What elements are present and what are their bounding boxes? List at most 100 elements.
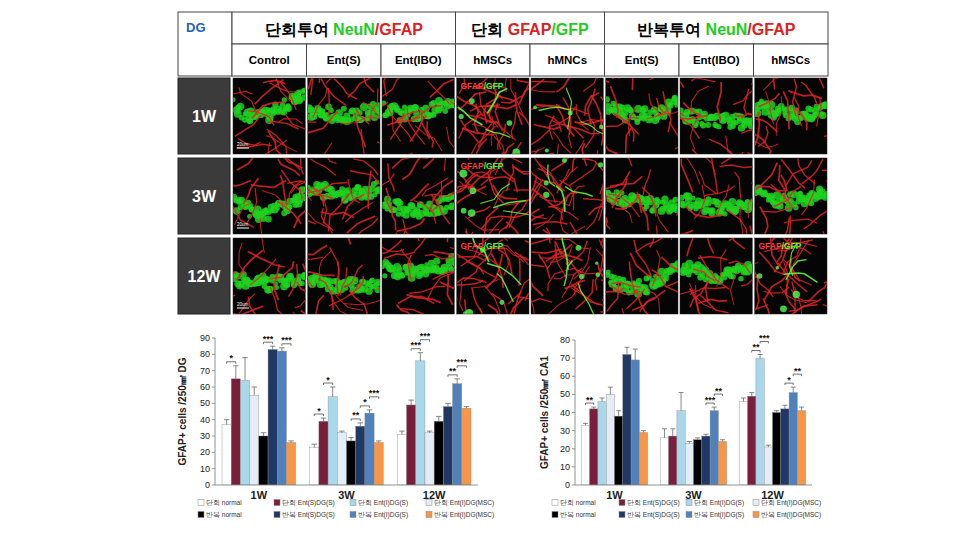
neun-cell: [382, 273, 387, 278]
fiber: [411, 184, 429, 202]
panel-label-part: GFAP: [461, 81, 484, 91]
y-tick-label: 40: [200, 415, 210, 425]
micrograph: [531, 158, 604, 234]
fiber: [472, 287, 482, 312]
error-bar: [749, 393, 754, 397]
error-bar: [270, 346, 276, 349]
fiber: [629, 262, 635, 293]
scale-bar: [237, 228, 249, 229]
group-header: 단회투여 NeuN/GFAP: [265, 21, 424, 38]
error-bar: [774, 411, 779, 413]
fiber: [506, 202, 519, 228]
panel-label-part: /GFP: [782, 241, 802, 251]
fiber: [496, 142, 522, 154]
fiber: [382, 240, 402, 254]
fiber: [513, 167, 529, 177]
fiber: [330, 247, 340, 280]
legend-swatch: [350, 500, 356, 506]
y-tick-label: 20: [560, 444, 570, 454]
bar: [374, 443, 383, 485]
bar: [598, 402, 606, 485]
error-bar: [758, 355, 763, 359]
legend-label: 단회 Ent(S)DG(S): [627, 499, 680, 507]
fiber: [447, 127, 455, 154]
fiber: [583, 78, 601, 91]
panel-frame: [606, 238, 679, 314]
bar: [590, 409, 598, 485]
fiber: [368, 170, 371, 208]
fiber: [606, 171, 630, 188]
column-header: hMSCs: [473, 54, 512, 66]
neun-cell: [285, 105, 292, 112]
group-header: 반복투여 NeuN/GFAP: [637, 21, 796, 38]
neun-cell: [674, 260, 678, 268]
fiber: [551, 158, 572, 171]
header-part: GFAP: [508, 21, 552, 38]
fiber: [237, 158, 261, 170]
row-label-cell: [178, 78, 230, 154]
fiber: [780, 286, 807, 302]
legend-swatch: [426, 500, 432, 506]
fiber: [629, 108, 637, 136]
fiber: [283, 158, 302, 168]
fiber: [387, 117, 420, 125]
bar: [639, 432, 647, 485]
fiber: [539, 196, 570, 206]
micrograph: [308, 238, 381, 314]
fiber: [582, 143, 591, 154]
fiber: [557, 144, 560, 154]
gfp-cell: [544, 181, 549, 186]
error-bar: [376, 441, 382, 443]
fiber: [602, 135, 604, 154]
y-tick: [212, 403, 215, 404]
error-bar: [312, 444, 318, 447]
legend-swatch: [198, 500, 204, 506]
micrograph: [606, 78, 679, 154]
fiber: [632, 297, 654, 310]
error-bar: [662, 429, 667, 438]
fiber: [531, 239, 549, 248]
legend-swatch: [619, 512, 625, 518]
fiber: [478, 123, 492, 147]
fiber: [556, 249, 566, 277]
fiber: [443, 238, 448, 242]
panel-background: [531, 238, 604, 314]
fiber: [274, 264, 280, 300]
error-bar: [418, 353, 424, 361]
bar: [356, 426, 365, 485]
error-bar: [641, 431, 646, 433]
fiber: [669, 122, 678, 154]
y-tick-label: 0: [205, 480, 210, 490]
legend-label: 반복 Ent(I)DG(S): [694, 511, 744, 519]
gfp-cell: [576, 245, 582, 251]
fiber: [662, 257, 679, 271]
legend-label: 반복 Ent(I)DG(MSC): [434, 511, 494, 519]
gfp-cell: [545, 148, 549, 152]
fiber: [704, 238, 714, 253]
fiber: [287, 176, 305, 184]
neun-cell: [453, 202, 455, 208]
fiber: [636, 238, 665, 252]
error-bar: [454, 379, 460, 384]
category-label: 3W: [338, 489, 355, 501]
fiber: [533, 222, 568, 225]
neun-cell: [641, 105, 648, 112]
error-bar: [358, 423, 364, 426]
fiber: [757, 187, 788, 191]
column-header: Control: [249, 54, 290, 66]
bar: [789, 393, 797, 485]
micrograph: [755, 238, 828, 314]
micrograph: [680, 78, 753, 154]
neun-cell: [738, 276, 743, 281]
error-bar: [367, 410, 373, 413]
fiber: [239, 87, 258, 115]
error-bar: [633, 349, 638, 360]
fiber: [556, 78, 580, 92]
fiber: [377, 142, 380, 154]
fiber: [546, 244, 572, 261]
micrograph: [531, 78, 604, 154]
column-header: hMSCs: [771, 54, 810, 66]
column-header: Ent(IBO): [693, 54, 740, 66]
fiber: [308, 272, 335, 275]
error-bar: [583, 423, 588, 425]
